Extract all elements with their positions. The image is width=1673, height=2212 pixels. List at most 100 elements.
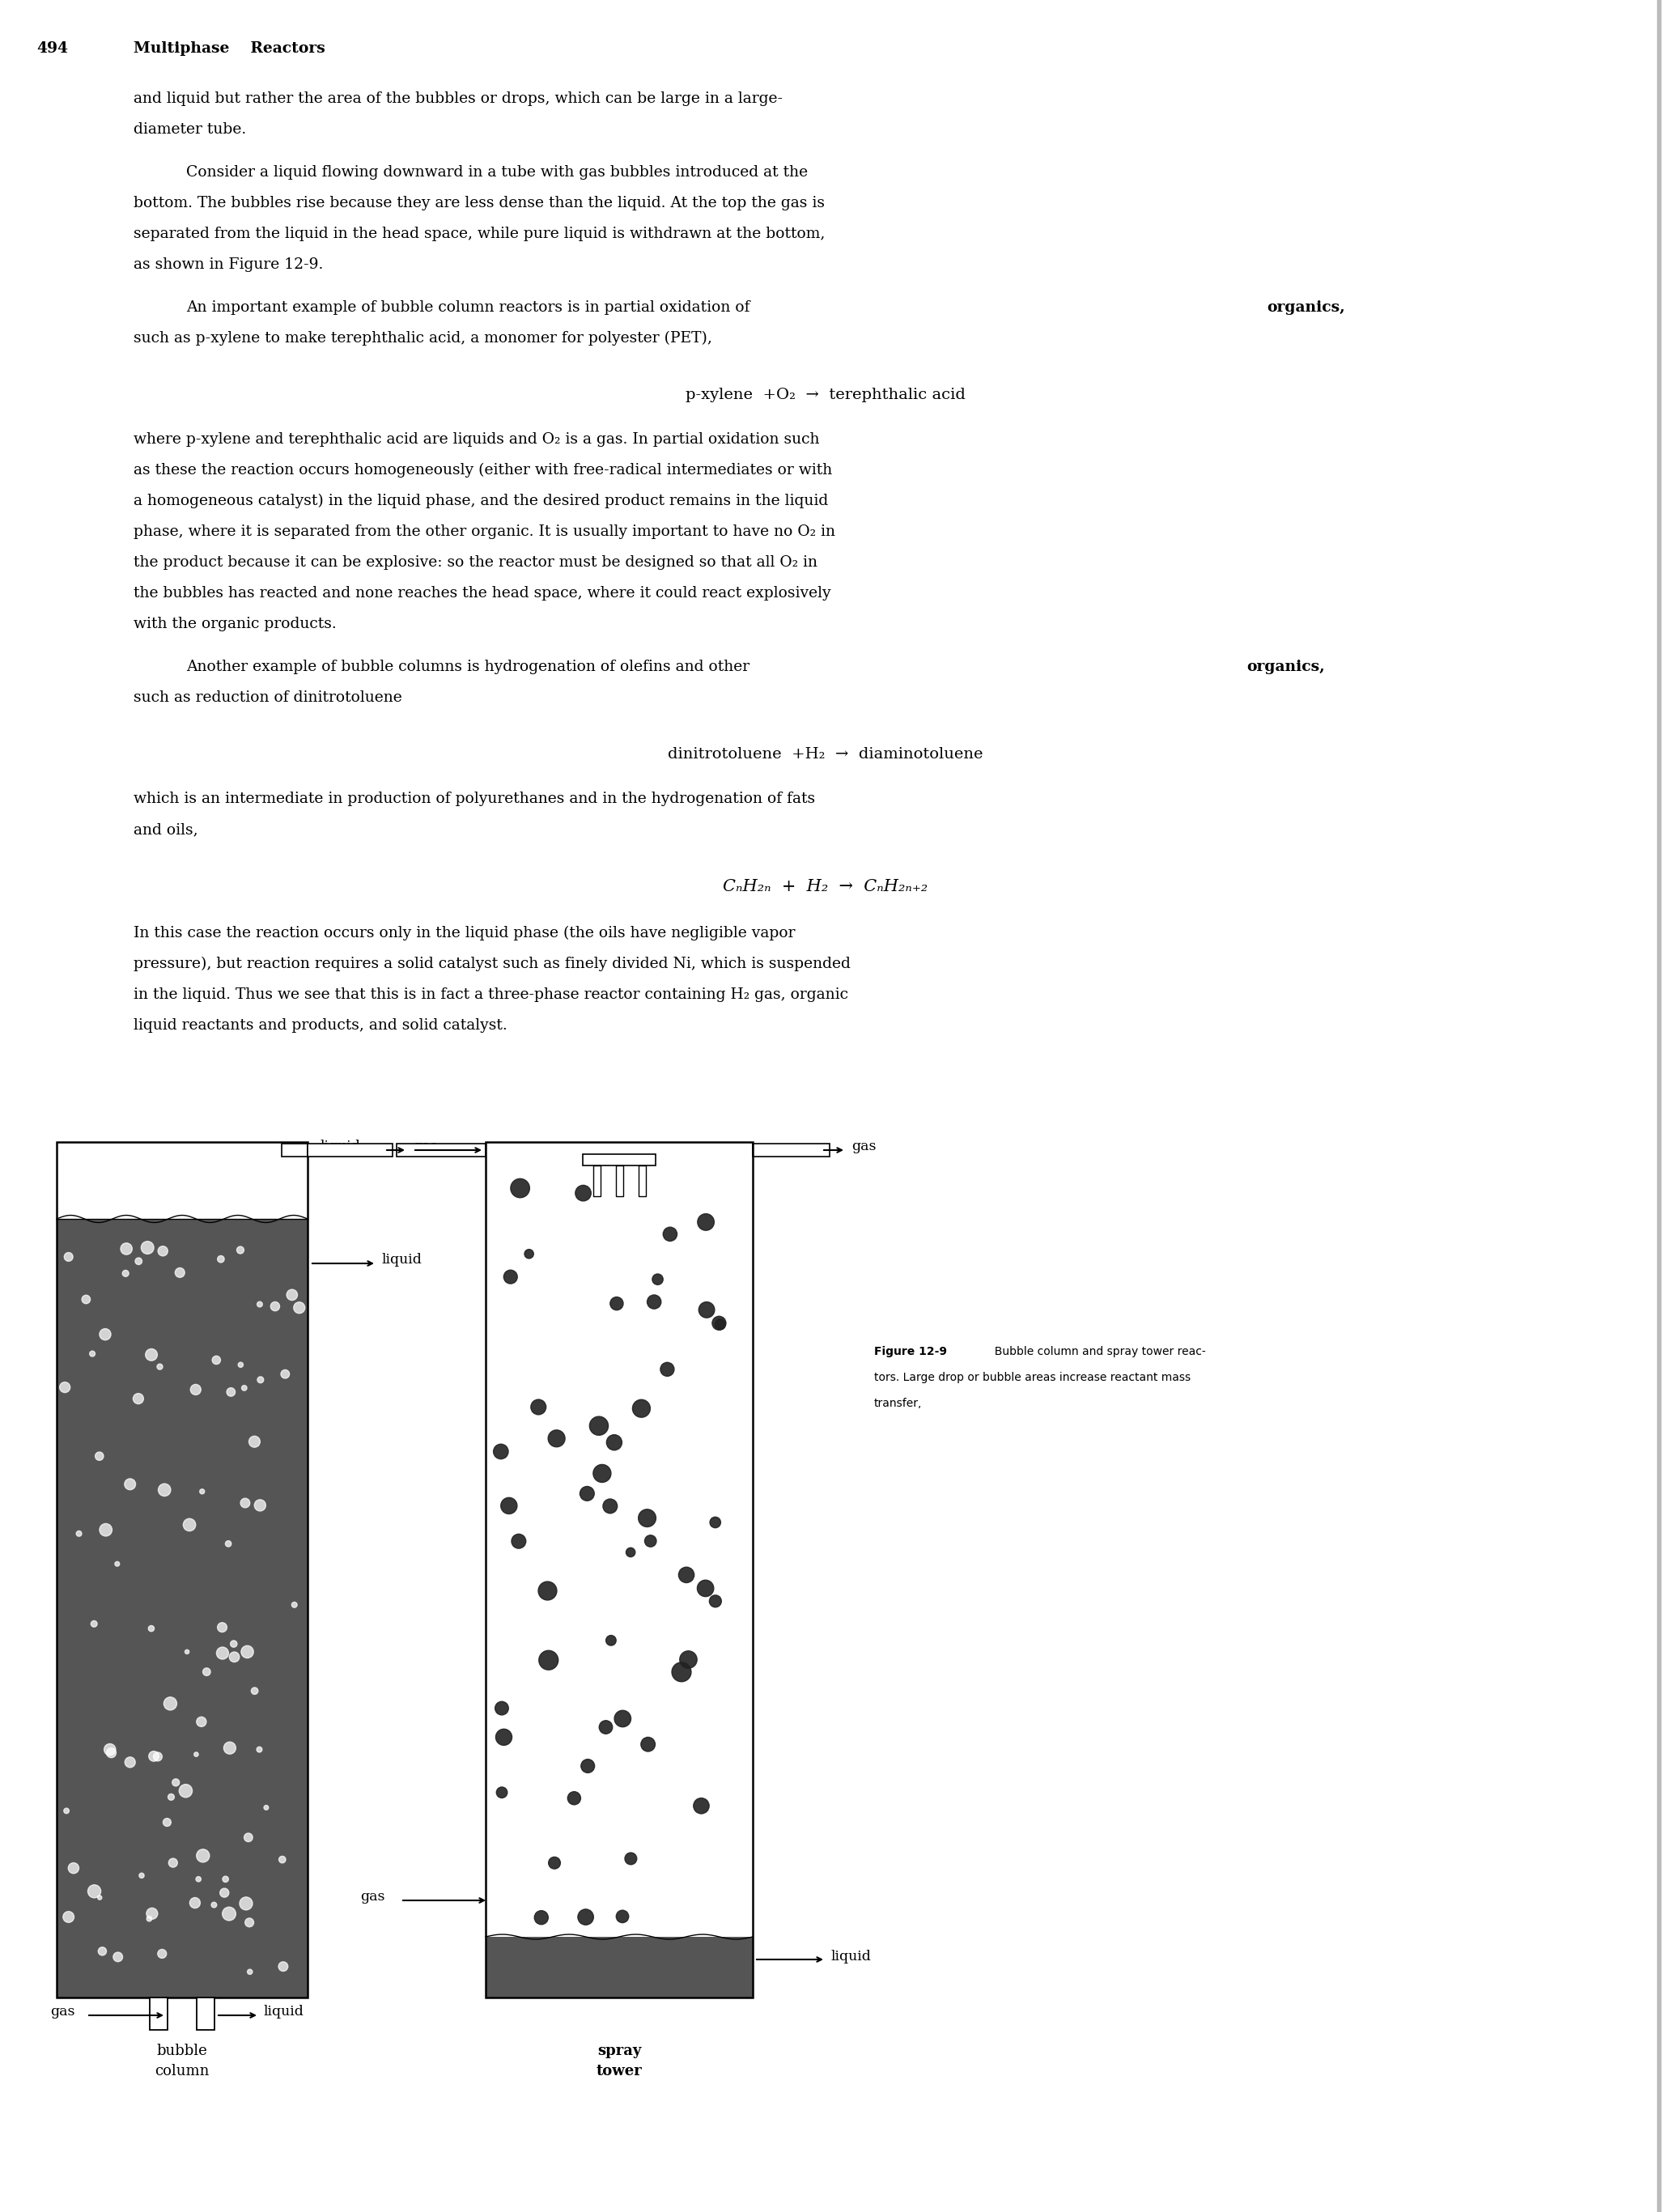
Circle shape — [241, 1498, 249, 1509]
Text: An important example of bubble column reactors is in partial oxidation of: An important example of bubble column re… — [186, 301, 755, 314]
Circle shape — [217, 1256, 224, 1263]
Text: gas: gas — [852, 1139, 877, 1155]
Circle shape — [281, 1369, 289, 1378]
Circle shape — [614, 1710, 631, 1728]
Circle shape — [495, 1730, 512, 1745]
Circle shape — [60, 1382, 70, 1394]
Circle shape — [525, 1250, 534, 1259]
Circle shape — [223, 1907, 236, 1920]
Circle shape — [64, 1807, 69, 1814]
Circle shape — [244, 1834, 253, 1843]
Text: which is an intermediate in production of polyurethanes and in the hydrogenation: which is an intermediate in production o… — [134, 792, 815, 805]
Bar — [637, 1166, 646, 1197]
Text: Multiphase    Reactors: Multiphase Reactors — [134, 42, 325, 55]
Text: liquid: liquid — [320, 1139, 360, 1155]
Circle shape — [146, 1349, 157, 1360]
Text: CₙH₂ₙ  +  H₂  →  CₙH₂ₙ₊₂: CₙH₂ₙ + H₂ → CₙH₂ₙ₊₂ — [723, 878, 929, 894]
Circle shape — [510, 1179, 530, 1197]
Circle shape — [141, 1241, 154, 1254]
Text: the bubbles has reacted and none reaches the head space, where it could react ex: the bubbles has reacted and none reaches… — [134, 586, 831, 599]
Circle shape — [256, 1747, 263, 1752]
Circle shape — [599, 1721, 612, 1734]
Circle shape — [134, 1394, 144, 1405]
Bar — [485, 1141, 753, 1997]
Circle shape — [693, 1798, 709, 1814]
Text: gas: gas — [360, 1891, 385, 1905]
Circle shape — [512, 1535, 525, 1548]
Bar — [616, 1166, 622, 1197]
Circle shape — [616, 1911, 629, 1922]
Circle shape — [530, 1400, 545, 1416]
Text: in the liquid. Thus we see that this is in fact a three-phase reactor containing: in the liquid. Thus we see that this is … — [134, 987, 848, 1002]
Circle shape — [639, 1509, 656, 1526]
Circle shape — [624, 1854, 637, 1865]
Circle shape — [172, 1778, 179, 1785]
Bar — [281, 1144, 308, 1157]
Circle shape — [202, 1668, 211, 1677]
Circle shape — [699, 1303, 714, 1318]
Text: pressure), but reaction requires a solid catalyst such as finely divided Ni, whi: pressure), but reaction requires a solid… — [134, 956, 850, 971]
Circle shape — [69, 1863, 79, 1874]
Circle shape — [549, 1856, 560, 1869]
Circle shape — [238, 1363, 243, 1367]
Bar — [397, 1144, 485, 1157]
Text: Figure 12-9: Figure 12-9 — [873, 1345, 947, 1358]
Circle shape — [500, 1498, 517, 1513]
Circle shape — [147, 1909, 157, 1920]
Text: Consider a liquid flowing downward in a tube with gas bubbles introduced at the: Consider a liquid flowing downward in a … — [186, 166, 808, 179]
Circle shape — [115, 1562, 119, 1566]
Circle shape — [114, 1953, 122, 1962]
Circle shape — [594, 1464, 611, 1482]
Circle shape — [713, 1316, 726, 1329]
Bar — [592, 1166, 601, 1197]
Circle shape — [196, 1849, 209, 1863]
Circle shape — [164, 1697, 177, 1710]
Circle shape — [162, 1818, 171, 1827]
Text: p-xylene  +O₂  →  terephthalic acid: p-xylene +O₂ → terephthalic acid — [686, 387, 965, 403]
Bar — [485, 1938, 753, 1997]
Bar — [308, 1144, 393, 1157]
Text: gas: gas — [50, 2006, 75, 2020]
Circle shape — [176, 1267, 184, 1279]
Circle shape — [97, 1896, 102, 1900]
Circle shape — [549, 1429, 565, 1447]
Circle shape — [223, 1876, 229, 1882]
Circle shape — [154, 1752, 162, 1761]
Text: spray
tower: spray tower — [596, 2044, 642, 2079]
Circle shape — [279, 1856, 286, 1863]
Circle shape — [238, 1248, 244, 1254]
Circle shape — [539, 1582, 557, 1599]
Text: where p-xylene and terephthalic acid are liquids and O₂ is a gas. In partial oxi: where p-xylene and terephthalic acid are… — [134, 431, 820, 447]
Circle shape — [258, 1376, 264, 1382]
Circle shape — [226, 1387, 236, 1396]
Circle shape — [219, 1889, 229, 1898]
Circle shape — [698, 1579, 714, 1597]
Circle shape — [577, 1909, 594, 1924]
Text: 494: 494 — [37, 42, 69, 55]
Circle shape — [169, 1858, 177, 1867]
Circle shape — [611, 1296, 624, 1310]
Bar — [753, 1144, 830, 1157]
Bar — [151, 1997, 167, 2031]
Circle shape — [714, 1318, 726, 1329]
Circle shape — [64, 1252, 74, 1261]
Circle shape — [179, 1785, 192, 1798]
Circle shape — [589, 1416, 609, 1436]
Text: such as p-xylene to make terephthalic acid, a monomer for polyester (PET),: such as p-xylene to make terephthalic ac… — [134, 332, 713, 345]
Circle shape — [607, 1436, 622, 1451]
Circle shape — [136, 1259, 142, 1265]
Circle shape — [709, 1595, 721, 1608]
Circle shape — [167, 1794, 174, 1801]
Circle shape — [104, 1743, 115, 1756]
Text: dinitrotoluene  +H₂  →  diaminotoluene: dinitrotoluene +H₂ → diaminotoluene — [668, 748, 984, 761]
Circle shape — [244, 1918, 254, 1927]
Circle shape — [641, 1736, 656, 1752]
Circle shape — [217, 1624, 228, 1632]
Text: Another example of bubble columns is hydrogenation of olefins and other: Another example of bubble columns is hyd… — [186, 659, 755, 675]
Circle shape — [264, 1805, 268, 1809]
Circle shape — [286, 1290, 298, 1301]
Text: Bubble column and spray tower reac-: Bubble column and spray tower reac- — [987, 1345, 1206, 1358]
Text: phase, where it is separated from the other organic. It is usually important to : phase, where it is separated from the ot… — [134, 524, 835, 540]
Circle shape — [147, 1916, 152, 1922]
Text: bubble
column: bubble column — [156, 2044, 209, 2079]
